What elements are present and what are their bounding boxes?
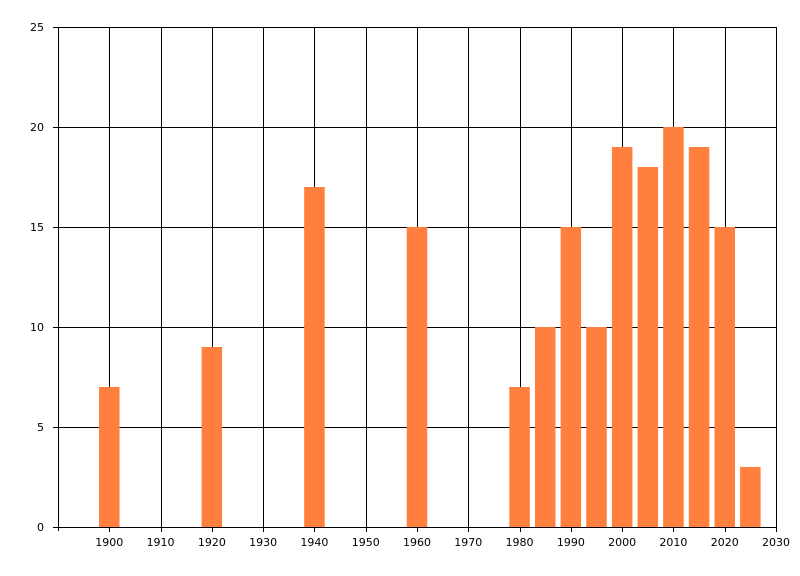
x-tick-label-2000: 2000 <box>608 536 636 549</box>
bar-2000 <box>611 147 633 527</box>
bar-1940 <box>304 187 325 527</box>
x-tick-label-1990: 1990 <box>557 536 585 549</box>
y-tick-label-5: 5 <box>37 421 44 434</box>
y-tick-label-10: 10 <box>30 321 44 334</box>
bar-2025 <box>740 467 761 527</box>
bar-1900 <box>99 387 120 527</box>
bar-2015 <box>688 147 710 527</box>
x-tick-label-2020: 2020 <box>711 536 739 549</box>
x-tick-label-1960: 1960 <box>403 536 431 549</box>
y-tick-label-20: 20 <box>30 121 44 134</box>
bar-1985 <box>534 327 556 527</box>
bar-2010 <box>663 127 684 527</box>
x-tick-label-1910: 1910 <box>147 536 175 549</box>
bar-1990 <box>560 227 582 527</box>
x-tick-label-1930: 1930 <box>249 536 277 549</box>
x-tick-label-1920: 1920 <box>198 536 226 549</box>
x-tick-label-1980: 1980 <box>506 536 534 549</box>
x-tick-label-1900: 1900 <box>95 536 123 549</box>
bars <box>99 127 761 527</box>
x-tick-label-2010: 2010 <box>659 536 687 549</box>
bar-1995 <box>586 327 607 527</box>
x-tick-label-1940: 1940 <box>300 536 328 549</box>
bar-2005 <box>637 167 659 527</box>
axes <box>53 27 777 532</box>
y-tick-label-15: 15 <box>30 221 44 234</box>
x-tick-label-1950: 1950 <box>352 536 380 549</box>
bar-1960 <box>406 227 428 527</box>
x-tick-label-2030: 2030 <box>762 536 790 549</box>
bar-1920 <box>201 347 223 527</box>
y-tick-label-0: 0 <box>37 521 44 534</box>
bar-1980 <box>509 387 530 527</box>
tick-labels: 1900 1910 1920 1930 1940 1950 1960 1970 1980 1990… <box>30 21 790 549</box>
x-tick-label-1970: 1970 <box>454 536 482 549</box>
bar-2020 <box>714 227 735 527</box>
y-tick-label-25: 25 <box>30 21 44 34</box>
